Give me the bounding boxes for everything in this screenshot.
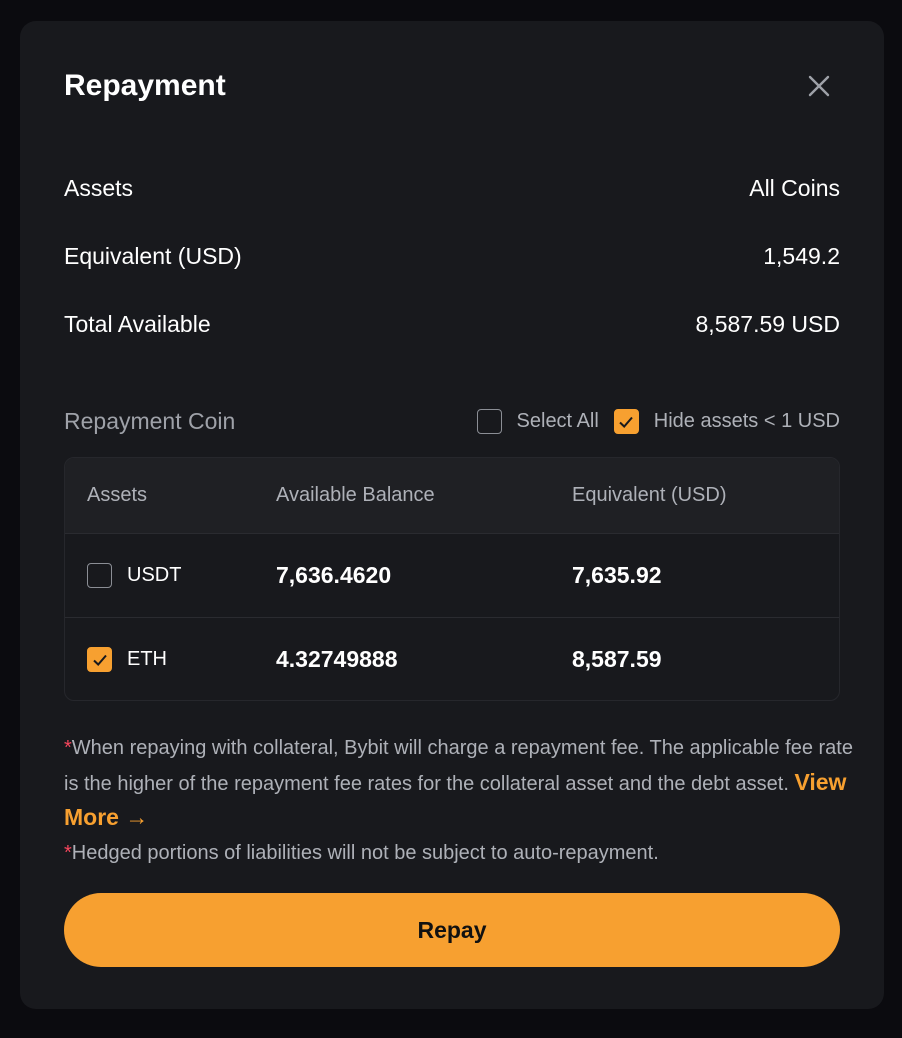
- equivalent-row: Equivalent (USD) 1,549.2: [64, 243, 840, 270]
- hide-small-assets-checkbox[interactable]: Hide assets < 1 USD: [613, 409, 840, 434]
- equivalent-value: 1,549.2: [763, 243, 840, 269]
- assets-label: Assets: [64, 175, 134, 201]
- asset-name: ETH: [127, 648, 167, 670]
- total-available-value: 8,587.59 USD: [695, 311, 840, 337]
- asset-name: USDT: [127, 564, 182, 586]
- repayment-coin-header: Repayment Coin Select All Hide assets < …: [64, 408, 840, 435]
- checkbox-checked-icon[interactable]: [613, 409, 639, 434]
- modal-title: Repayment: [64, 69, 226, 102]
- total-available-row: Total Available 8,587.59 USD: [64, 311, 840, 338]
- fee-note-text: When repaying with collateral, Bybit wil…: [64, 737, 853, 795]
- hide-small-assets-label: Hide assets < 1 USD: [653, 410, 840, 432]
- asterisk: *: [64, 841, 72, 864]
- header-equivalent: Equivalent (USD): [572, 484, 727, 506]
- table-row[interactable]: USDT 7,636.4620 7,635.92: [65, 533, 839, 617]
- repayment-modal: Repayment Assets All Coins Equivalent (U…: [20, 21, 884, 1009]
- hedge-note-text: Hedged portions of liabilities will not …: [71, 841, 659, 864]
- table-header: Assets Available Balance Equivalent (USD…: [65, 458, 839, 533]
- repay-button[interactable]: Repay: [64, 893, 840, 967]
- close-icon[interactable]: [806, 73, 832, 99]
- select-all-checkbox[interactable]: Select All: [476, 409, 599, 434]
- available-balance: 7,636.4620: [276, 562, 392, 588]
- header-available-balance: Available Balance: [276, 484, 435, 506]
- row-checkbox[interactable]: [87, 647, 112, 672]
- notes: *When repaying with collateral, Bybit wi…: [64, 732, 854, 870]
- row-checkbox[interactable]: [87, 563, 112, 588]
- assets-row: Assets All Coins: [64, 175, 840, 202]
- total-available-label: Total Available: [64, 311, 211, 337]
- table-row[interactable]: ETH 4.32749888 8,587.59: [65, 617, 839, 700]
- equivalent-label: Equivalent (USD): [64, 243, 242, 269]
- assets-value: All Coins: [749, 175, 840, 201]
- equivalent-usd: 7,635.92: [572, 562, 662, 588]
- hedge-note: *Hedged portions of liabilities will not…: [64, 837, 854, 871]
- coin-table: Assets Available Balance Equivalent (USD…: [64, 457, 840, 701]
- repayment-coin-label: Repayment Coin: [64, 408, 236, 434]
- equivalent-usd: 8,587.59: [572, 646, 662, 672]
- fee-note: *When repaying with collateral, Bybit wi…: [64, 732, 854, 837]
- available-balance: 4.32749888: [276, 646, 398, 672]
- select-all-label: Select All: [516, 410, 599, 432]
- checkbox-unchecked-icon[interactable]: [476, 409, 502, 434]
- view-more-link[interactable]: View More →: [64, 768, 847, 831]
- asterisk: *: [64, 737, 72, 759]
- header-assets: Assets: [87, 484, 148, 506]
